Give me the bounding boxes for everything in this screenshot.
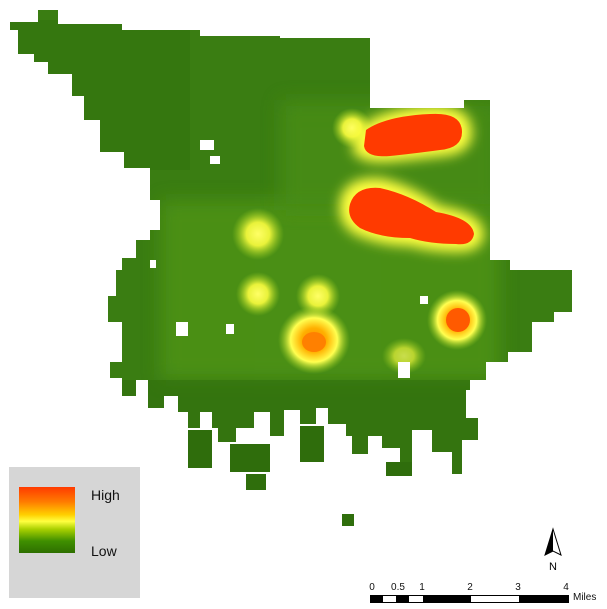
scale-bar-graphic — [370, 595, 569, 603]
scale-bar: 0 0.5 1 2 3 4 Miles — [369, 582, 600, 606]
hotspot-major — [349, 187, 474, 245]
hotspot-major — [364, 113, 462, 157]
north-arrow-icon: N — [544, 527, 562, 573]
north-label: N — [549, 561, 557, 573]
legend-low-label: Low — [91, 543, 117, 559]
legend-high-label: High — [91, 487, 120, 503]
scale-tick-label: 0 — [369, 582, 375, 593]
hotspot-core — [446, 308, 470, 332]
hotspots-layer — [232, 105, 487, 374]
scale-tick-label: 1 — [419, 582, 425, 593]
scale-tick-label: 0.5 — [391, 582, 405, 593]
scale-units-label: Miles — [573, 592, 597, 603]
hotspot-minor — [236, 272, 280, 316]
north-arrow: N — [541, 527, 565, 573]
legend-color-ramp — [19, 487, 75, 553]
scale-tick-label: 3 — [515, 582, 521, 593]
hotspot-core — [302, 332, 326, 352]
scale-tick-label: 4 — [563, 582, 569, 593]
interior-holes — [150, 140, 428, 378]
hotspot-minor — [382, 338, 426, 374]
hotspot-minor — [232, 208, 284, 260]
scale-tick-label: 2 — [467, 582, 473, 593]
legend: High Low — [9, 467, 140, 598]
